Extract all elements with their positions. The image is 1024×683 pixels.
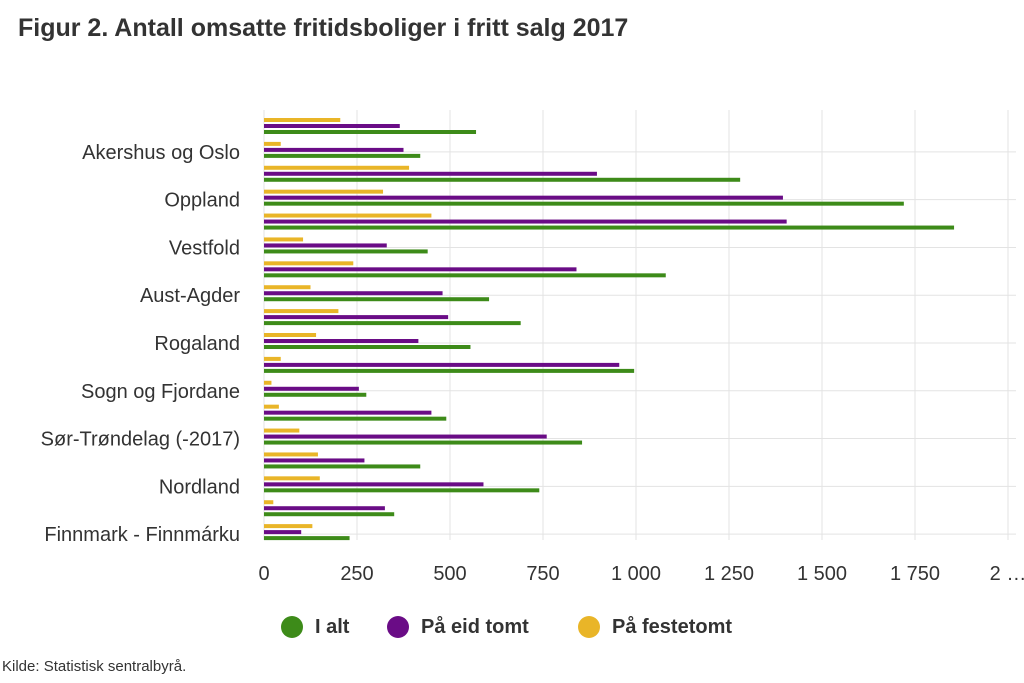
bar-i-alt[interactable] xyxy=(264,201,904,206)
bar-i-alt[interactable] xyxy=(264,512,395,517)
legend-label-paa-eid-tomt: På eid tomt xyxy=(421,615,529,638)
bar-paa-festetomt[interactable] xyxy=(264,141,281,146)
bar-paa-eid-tomt[interactable] xyxy=(264,410,432,415)
bar-paa-eid-tomt[interactable] xyxy=(264,506,385,511)
bar-i-alt[interactable] xyxy=(264,392,367,397)
category-label: Akershus og Oslo xyxy=(82,142,240,164)
bar-paa-eid-tomt[interactable] xyxy=(264,147,404,152)
bar-paa-festetomt[interactable] xyxy=(264,309,339,314)
x-tick-label: 1 000 xyxy=(611,563,661,585)
category-label: Finnmark - Finnmárku xyxy=(44,524,240,546)
bar-paa-festetomt[interactable] xyxy=(264,380,272,385)
x-tick-label: 500 xyxy=(433,563,466,585)
legend-swatch-paa-eid-tomt xyxy=(387,616,409,638)
bar-paa-festetomt[interactable] xyxy=(264,261,354,266)
bar-paa-eid-tomt[interactable] xyxy=(264,339,419,343)
legend: I alt På eid tomt På festetomt xyxy=(0,612,1024,642)
legend-item-paa-eid-tomt[interactable]: På eid tomt xyxy=(387,612,529,642)
bar-i-alt[interactable] xyxy=(264,368,635,373)
bar-chart: Akershus og Oslo Oppland Vestfold Aust-Agde… xyxy=(41,110,1024,585)
bar-paa-eid-tomt[interactable] xyxy=(264,124,400,128)
bar-i-alt[interactable] xyxy=(264,130,477,134)
bar-paa-festetomt[interactable] xyxy=(264,356,281,361)
bar-i-alt[interactable] xyxy=(264,177,741,182)
bar-paa-eid-tomt[interactable] xyxy=(264,267,577,272)
x-tick-label: 1 750 xyxy=(890,563,940,585)
x-tick-labels: 0 250 500 750 1 000 1 250 1 500 1 750 2 … xyxy=(258,563,1024,585)
bar-i-alt[interactable] xyxy=(264,345,471,349)
category-labels: Akershus og Oslo Oppland Vestfold Aust-Agde… xyxy=(41,142,241,546)
bar-i-alt[interactable] xyxy=(264,536,350,541)
bar-paa-festetomt[interactable] xyxy=(264,285,311,290)
bar-paa-festetomt[interactable] xyxy=(264,476,320,481)
legend-label-i-alt: I alt xyxy=(315,615,350,638)
legend-label-paa-festetomt: På festetomt xyxy=(612,615,733,638)
bar-paa-festetomt[interactable] xyxy=(264,500,274,505)
bar-i-alt[interactable] xyxy=(264,321,521,326)
bar-paa-festetomt[interactable] xyxy=(264,452,318,457)
bar-i-alt[interactable] xyxy=(264,440,583,445)
category-label: Rogaland xyxy=(154,333,240,355)
x-tick-label: 250 xyxy=(340,563,373,585)
bar-paa-festetomt[interactable] xyxy=(264,118,341,122)
x-tick-label: 750 xyxy=(526,563,559,585)
chart-title: Figur 2. Antall omsatte fritidsboliger i… xyxy=(18,14,629,42)
legend-item-paa-festetomt[interactable]: På festetomt xyxy=(578,612,732,642)
bar-paa-festetomt[interactable] xyxy=(264,213,432,218)
bar-paa-eid-tomt[interactable] xyxy=(264,362,620,367)
bar-paa-eid-tomt[interactable] xyxy=(264,530,302,535)
x-tick-label: 1 250 xyxy=(704,563,754,585)
bar-paa-festetomt[interactable] xyxy=(264,524,313,529)
bar-paa-eid-tomt[interactable] xyxy=(264,195,783,200)
legend-item-i-alt[interactable]: I alt xyxy=(281,612,349,642)
bar-paa-eid-tomt[interactable] xyxy=(264,386,359,391)
bar-paa-eid-tomt[interactable] xyxy=(264,434,547,439)
bar-paa-festetomt[interactable] xyxy=(264,189,384,194)
bar-paa-eid-tomt[interactable] xyxy=(264,315,449,320)
bar-i-alt[interactable] xyxy=(264,297,490,302)
bar-paa-eid-tomt[interactable] xyxy=(264,482,484,487)
bar-i-alt[interactable] xyxy=(264,464,421,469)
category-label: Aust-Agder xyxy=(140,285,240,307)
bar-paa-eid-tomt[interactable] xyxy=(264,291,443,296)
bar-paa-eid-tomt[interactable] xyxy=(264,171,597,176)
legend-swatch-i-alt xyxy=(281,616,303,638)
bar-paa-festetomt[interactable] xyxy=(264,428,300,433)
bar-i-alt[interactable] xyxy=(264,249,428,254)
bars xyxy=(264,118,955,541)
category-label: Oppland xyxy=(164,190,240,212)
bar-paa-eid-tomt[interactable] xyxy=(264,219,787,224)
bar-paa-eid-tomt[interactable] xyxy=(264,458,365,463)
bar-i-alt[interactable] xyxy=(264,273,666,278)
bar-paa-festetomt[interactable] xyxy=(264,404,279,409)
legend-swatch-paa-festetomt xyxy=(578,616,600,638)
bar-i-alt[interactable] xyxy=(264,416,447,421)
bar-paa-festetomt[interactable] xyxy=(264,333,317,337)
x-tick-label: 0 xyxy=(258,563,269,585)
bar-paa-festetomt[interactable] xyxy=(264,165,410,170)
bar-i-alt[interactable] xyxy=(264,488,540,493)
category-label: Sogn og Fjordane xyxy=(81,381,240,403)
x-tick-label: 1 500 xyxy=(797,563,847,585)
category-label: Vestfold xyxy=(169,237,240,259)
bar-i-alt[interactable] xyxy=(264,153,421,158)
x-tick-label: 2 … xyxy=(990,563,1024,585)
category-label: Nordland xyxy=(159,476,240,498)
bar-paa-eid-tomt[interactable] xyxy=(264,243,387,248)
category-label: Sør-Trøndelag (-2017) xyxy=(41,429,240,451)
bar-paa-festetomt[interactable] xyxy=(264,237,304,242)
source-note: Kilde: Statistisk sentralbyrå. xyxy=(2,658,187,675)
bar-i-alt[interactable] xyxy=(264,225,955,230)
